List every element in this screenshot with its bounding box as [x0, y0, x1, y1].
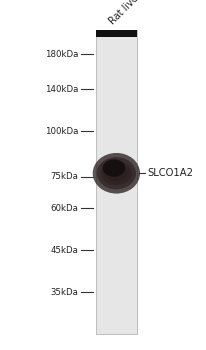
Text: SLCO1A2: SLCO1A2 — [147, 168, 193, 178]
Text: 100kDa: 100kDa — [45, 127, 78, 136]
Ellipse shape — [97, 157, 136, 189]
Ellipse shape — [103, 159, 125, 177]
Ellipse shape — [93, 153, 140, 194]
Ellipse shape — [101, 161, 132, 185]
Bar — [96, 30, 137, 334]
Text: 60kDa: 60kDa — [50, 204, 78, 213]
Ellipse shape — [105, 165, 128, 182]
Text: 35kDa: 35kDa — [50, 288, 78, 297]
Text: 180kDa: 180kDa — [45, 50, 78, 59]
Text: 45kDa: 45kDa — [50, 246, 78, 255]
Text: 75kDa: 75kDa — [50, 172, 78, 181]
Text: Rat liver: Rat liver — [107, 0, 143, 26]
Bar — [96, 30, 137, 37]
Text: 140kDa: 140kDa — [45, 85, 78, 94]
